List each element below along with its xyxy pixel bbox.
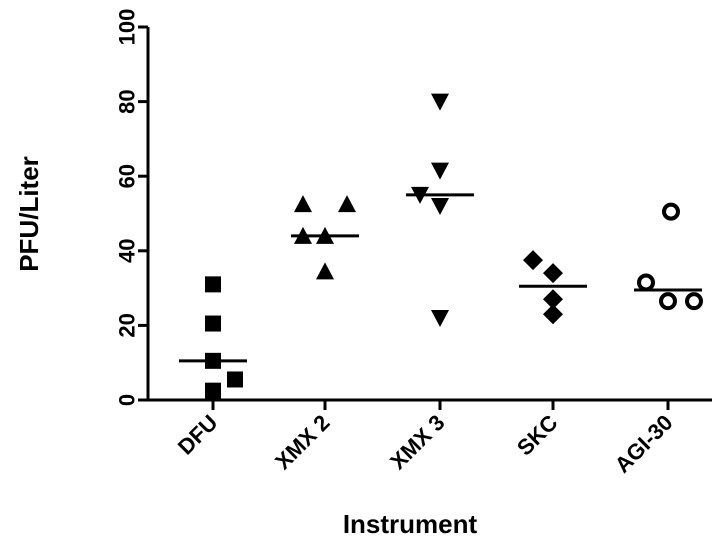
x-axis: DFU XMX 2 XMX 3 SKC AGI-30 [148, 398, 712, 478]
y-tick-label: 0 [115, 394, 140, 406]
x-tick-label: XMX 3 [385, 410, 449, 474]
data-point-agi-30 [662, 202, 680, 221]
y-tick-label: 100 [115, 9, 140, 46]
x-axis-title: Instrument [343, 509, 478, 539]
y-axis-title: PFU/Liter [14, 156, 44, 272]
data-point-agi-30 [659, 292, 677, 311]
data-point-xmx-2 [338, 195, 356, 213]
data-point-xmx-3 [431, 198, 449, 216]
data-point-xmx-2 [316, 262, 334, 280]
data-point-agi-30 [685, 292, 703, 311]
data-point-skc [543, 263, 563, 284]
data-point-dfu [227, 371, 243, 388]
data-point-dfu [205, 276, 221, 293]
median-lines [179, 193, 702, 363]
x-tick-label: SKC [512, 410, 563, 461]
x-tick-label: DFU [173, 410, 223, 460]
data-point-skc [543, 304, 563, 325]
data-point-dfu [205, 382, 221, 399]
y-tick-label: 40 [115, 239, 140, 263]
y-axis: 0 20 40 60 80 100 [115, 9, 150, 406]
data-point-xmx-2 [294, 195, 312, 213]
y-tick-label: 60 [115, 164, 140, 188]
x-tick-label: XMX 2 [270, 410, 334, 474]
data-point-agi-30 [637, 273, 655, 292]
data-point-xmx-3 [431, 162, 449, 180]
data-point-xmx-3 [431, 309, 449, 327]
data-point-dfu [205, 315, 221, 332]
data-point-xmx-3 [431, 93, 449, 111]
data-points [205, 93, 703, 399]
data-point-skc [543, 289, 563, 310]
x-tick-label: AGI-30 [610, 410, 678, 478]
y-tick-label: 80 [115, 89, 140, 113]
y-tick-label: 20 [115, 313, 140, 337]
data-point-skc [523, 250, 543, 271]
